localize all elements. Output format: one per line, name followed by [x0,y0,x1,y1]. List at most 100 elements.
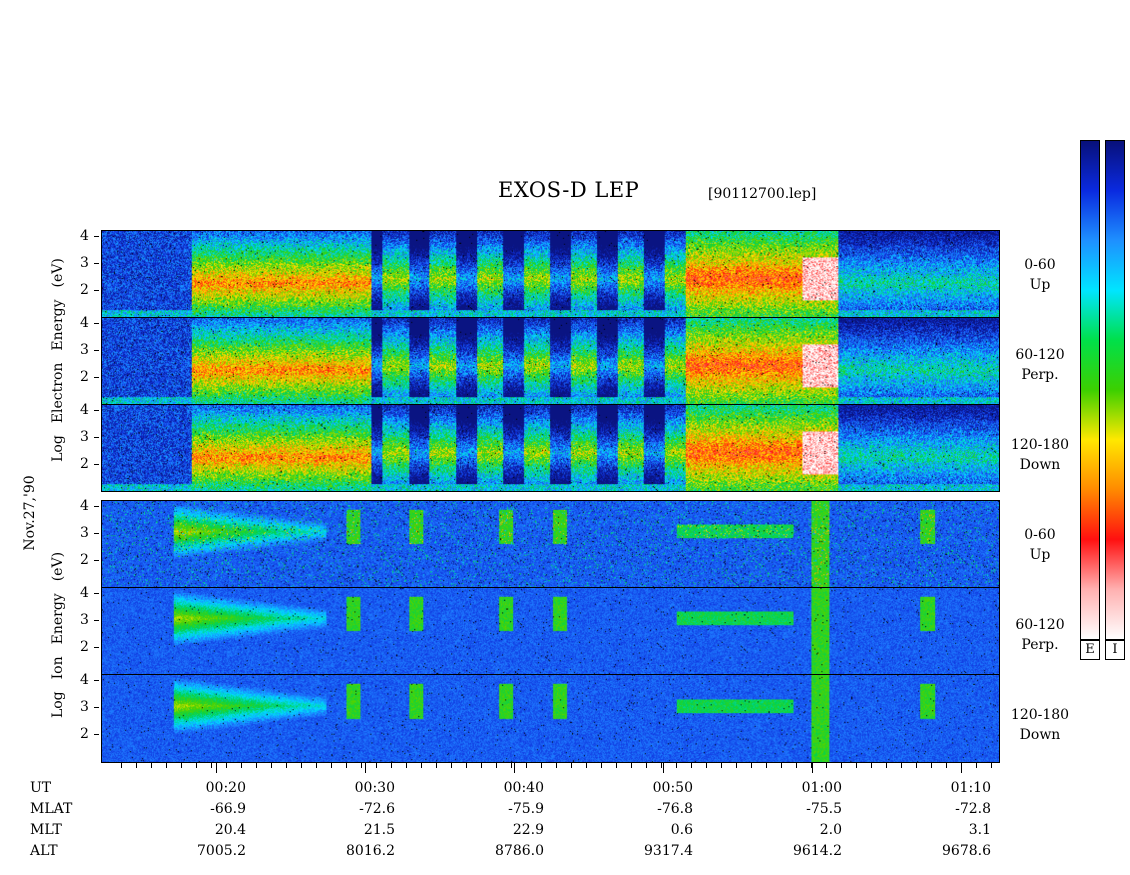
x-major-tick [812,763,813,773]
axis-row-value-mlat: -66.9 [210,801,246,817]
y-tick-label: 2 [80,639,89,655]
x-minor-tick [706,763,707,768]
row-label-mlat: MLAT [30,801,73,817]
x-minor-tick [151,763,152,768]
y-tick-mark [94,506,99,507]
x-minor-tick [676,763,677,768]
x-minor-tick [571,763,572,768]
y-tick-mark [94,410,99,411]
x-minor-tick [421,763,422,768]
axis-row-value-mlat: -75.9 [508,801,544,817]
axis-row-value-alt: 9678.6 [942,843,991,859]
y-tick-label: 3 [80,255,89,271]
ion-y-axis-label: LogIonEnergy(eV) [50,551,66,719]
y-tick-label: 4 [80,498,89,514]
x-minor-tick [466,763,467,768]
axis-row-value-alt: 7005.2 [197,843,246,859]
axis-row-value-ut: 01:10 [950,780,991,796]
x-minor-tick [631,763,632,768]
electron-y-axis-label: LogElectronEnergy(eV) [50,258,66,462]
x-minor-tick [481,763,482,768]
axis-row-value-ut: 00:30 [354,780,395,796]
x-minor-tick [286,763,287,768]
x-major-tick [365,763,366,773]
spectrogram-electron-perp [101,317,1000,405]
row-label-alt: ALT [30,843,58,859]
x-minor-tick [136,763,137,768]
x-minor-tick [256,763,257,768]
y-tick-label: 2 [80,552,89,568]
y-tick-mark [94,323,99,324]
angle-label-e-down: 120-180 Down [1010,437,1070,473]
angle-label-e-up: 0-60 Up [1024,257,1056,293]
x-minor-tick [796,763,797,768]
y-tick-label: 3 [80,699,89,715]
axis-row-value-mlat: -75.5 [806,801,842,817]
y-tick-mark [94,734,99,735]
x-minor-tick [451,763,452,768]
x-minor-tick [391,763,392,768]
y-tick-mark [94,680,99,681]
spectrogram-electron-down [101,404,1000,492]
y-tick-mark [94,263,99,264]
axis-row-value-mlt: 21.5 [363,822,395,838]
x-minor-tick [931,763,932,768]
y-tick-label: 3 [80,525,89,541]
x-minor-tick [736,763,737,768]
spectrogram-ion-perp [101,587,1000,675]
spectrogram-ion-up [101,500,1000,588]
x-minor-tick [766,763,767,768]
axis-row-value-alt: 8786.0 [495,843,544,859]
axis-row-value-ut: 00:40 [503,780,544,796]
x-minor-tick [721,763,722,768]
x-minor-tick [226,763,227,768]
y-tick-label: 3 [80,612,89,628]
y-tick-mark [94,377,99,378]
x-minor-tick [361,763,362,768]
axis-row-value-alt: 8016.2 [346,843,395,859]
axis-row-value-mlat: -72.8 [955,801,991,817]
y-tick-label: 4 [80,585,89,601]
axis-row-value-ut: 00:50 [652,780,693,796]
y-tick-mark [94,593,99,594]
x-major-tick [216,763,217,773]
y-tick-label: 3 [80,342,89,358]
axis-row-value-mlt: 3.1 [968,822,991,838]
x-minor-tick [856,763,857,768]
y-tick-label: 2 [80,726,89,742]
x-minor-tick [946,763,947,768]
spectrogram-electron-up [101,230,1000,318]
x-minor-tick [661,763,662,768]
x-minor-tick [241,763,242,768]
axis-row-value-mlat: -76.8 [657,801,693,817]
chart-title: EXOS-D LEP [498,178,640,202]
angle-label-i-down: 120-180 Down [1010,707,1070,743]
x-minor-tick [436,763,437,768]
row-label-ut: UT [30,780,52,796]
x-minor-tick [601,763,602,768]
axis-row-value-mlt: 0.6 [670,822,693,838]
x-minor-tick [556,763,557,768]
x-minor-tick [811,763,812,768]
axis-row-value-alt: 9317.4 [644,843,693,859]
x-minor-tick [211,763,212,768]
spectrogram-ion-down [101,674,1000,763]
x-minor-tick [691,763,692,768]
angle-label-i-up: 0-60 Up [1024,527,1056,563]
x-major-tick [961,763,962,773]
x-minor-tick [916,763,917,768]
x-minor-tick [646,763,647,768]
row-label-mlt: MLT [30,822,62,838]
x-minor-tick [346,763,347,768]
x-minor-tick [526,763,527,768]
y-tick-mark [94,290,99,291]
x-major-tick [663,763,664,773]
x-minor-tick [781,763,782,768]
y-tick-mark [94,620,99,621]
angle-label-e-perp: 60-120 Perp. [1015,347,1065,383]
x-minor-tick [976,763,977,768]
x-minor-tick [991,763,992,768]
y-tick-mark [94,464,99,465]
x-minor-tick [181,763,182,768]
y-tick-label: 2 [80,282,89,298]
